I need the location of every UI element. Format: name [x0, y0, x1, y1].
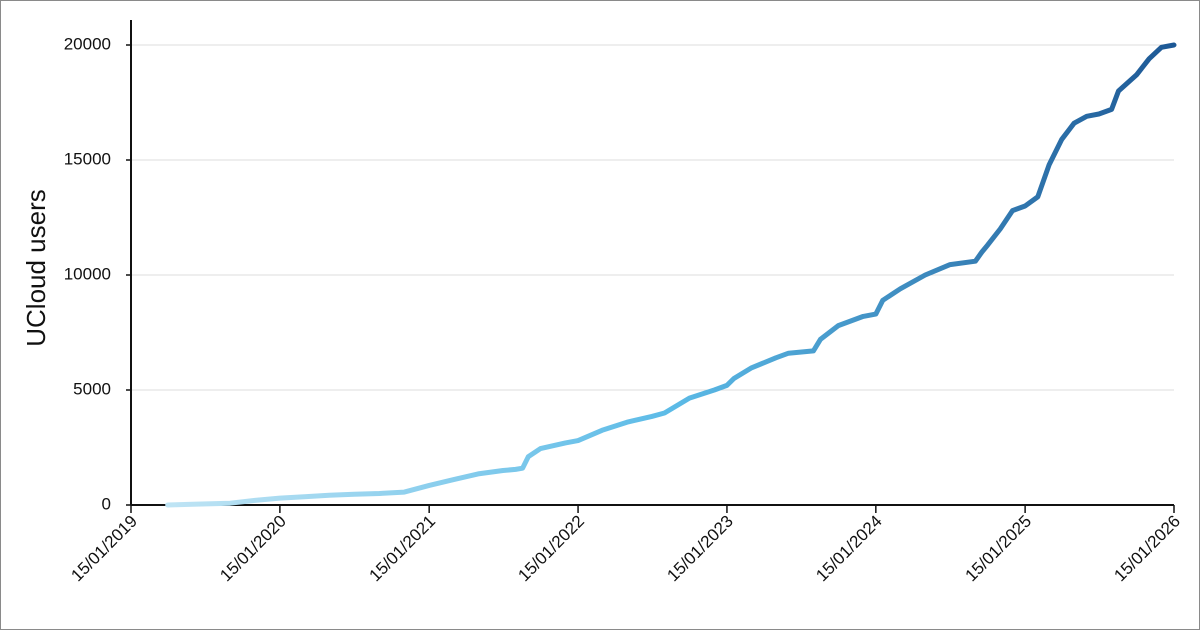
y-tick-label: 10000	[64, 264, 111, 283]
y-tick-label: 15000	[64, 149, 111, 168]
y-axis-title: UCloud users	[21, 189, 51, 347]
y-tick-label: 0	[102, 494, 111, 513]
data-line	[165, 42, 1177, 508]
y-tick-label: 20000	[64, 34, 111, 53]
y-tick-label: 5000	[73, 379, 111, 398]
